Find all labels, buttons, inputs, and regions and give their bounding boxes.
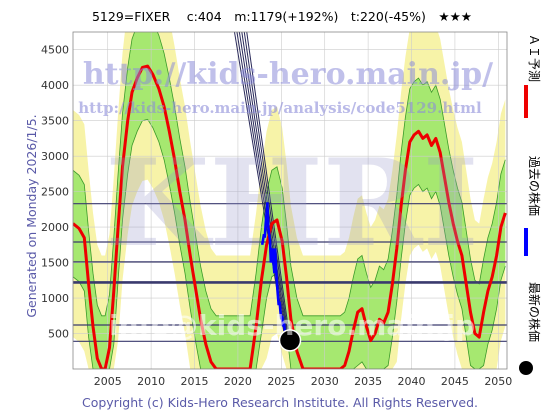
legend-label: 最新の株価: [527, 282, 542, 342]
x-tick-label: 2030: [311, 375, 339, 388]
y-tick-label: 3500: [41, 115, 69, 128]
latest-price-marker: [278, 329, 302, 352]
trend-line: [241, 32, 289, 341]
x-tick-label: 2015: [181, 375, 209, 388]
x-tick-label: 2025: [267, 375, 295, 388]
copyright-footer: Copyright (c) Kids-Hero Research Institu…: [82, 395, 478, 410]
chart-header: 5129=FIXER c:404 m:1179(+192%) t:220(-45…: [92, 9, 472, 24]
x-tick-label: 2040: [398, 375, 426, 388]
legend-swatch-dot: [519, 361, 533, 375]
watermark-layer: http://kids-hero.main.jp/ http://kids-he…: [78, 57, 493, 342]
plot-area: 2005 2010 2015 2020 2025 2030 2035 2040 2045 2050…: [41, 31, 512, 388]
y-tick-label: 500: [48, 328, 69, 341]
y-tick-label: 4500: [41, 44, 69, 57]
y-tick-label: 1000: [41, 292, 69, 305]
forecast-band-lower-edge: [73, 118, 506, 369]
x-tick-label: 2045: [441, 375, 469, 388]
y-tick-label: 2000: [41, 221, 69, 234]
plot-clipped: [73, 32, 507, 369]
y-tick-label: 3000: [41, 150, 69, 163]
x-tick-label: 2050: [484, 375, 512, 388]
y-tick-label: 1500: [41, 257, 69, 270]
x-tick-label: 2035: [354, 375, 382, 388]
x-tick-label: 2005: [94, 375, 122, 388]
trend-line: [246, 32, 291, 341]
y-tick-label: 4000: [41, 79, 69, 92]
forecast-band-inner: [73, 32, 506, 369]
forecast-band-upper-edge: [73, 32, 506, 317]
ai-prediction-line: [73, 64, 507, 369]
legend-label: ＡＩ予測: [527, 34, 541, 82]
watermark-url-analysis: http://kids-hero.main.jp/analysis/code51…: [78, 99, 482, 117]
x-tick-label: 2020: [224, 375, 252, 388]
generated-date: Generated on Monday 2026/1/5.: [24, 114, 39, 317]
watermark-url: http://kids-hero.main.jp/: [83, 57, 493, 92]
plot-frame: [72, 31, 508, 370]
legend-label: 過去の株価: [527, 156, 542, 216]
y-tick-label: 2500: [41, 186, 69, 199]
watermark-logo: KHRI: [105, 133, 479, 274]
watermark-email: info@kids-hero.main.jp: [109, 309, 475, 342]
x-tick-label: 2010: [137, 375, 165, 388]
trend-line: [243, 32, 290, 341]
